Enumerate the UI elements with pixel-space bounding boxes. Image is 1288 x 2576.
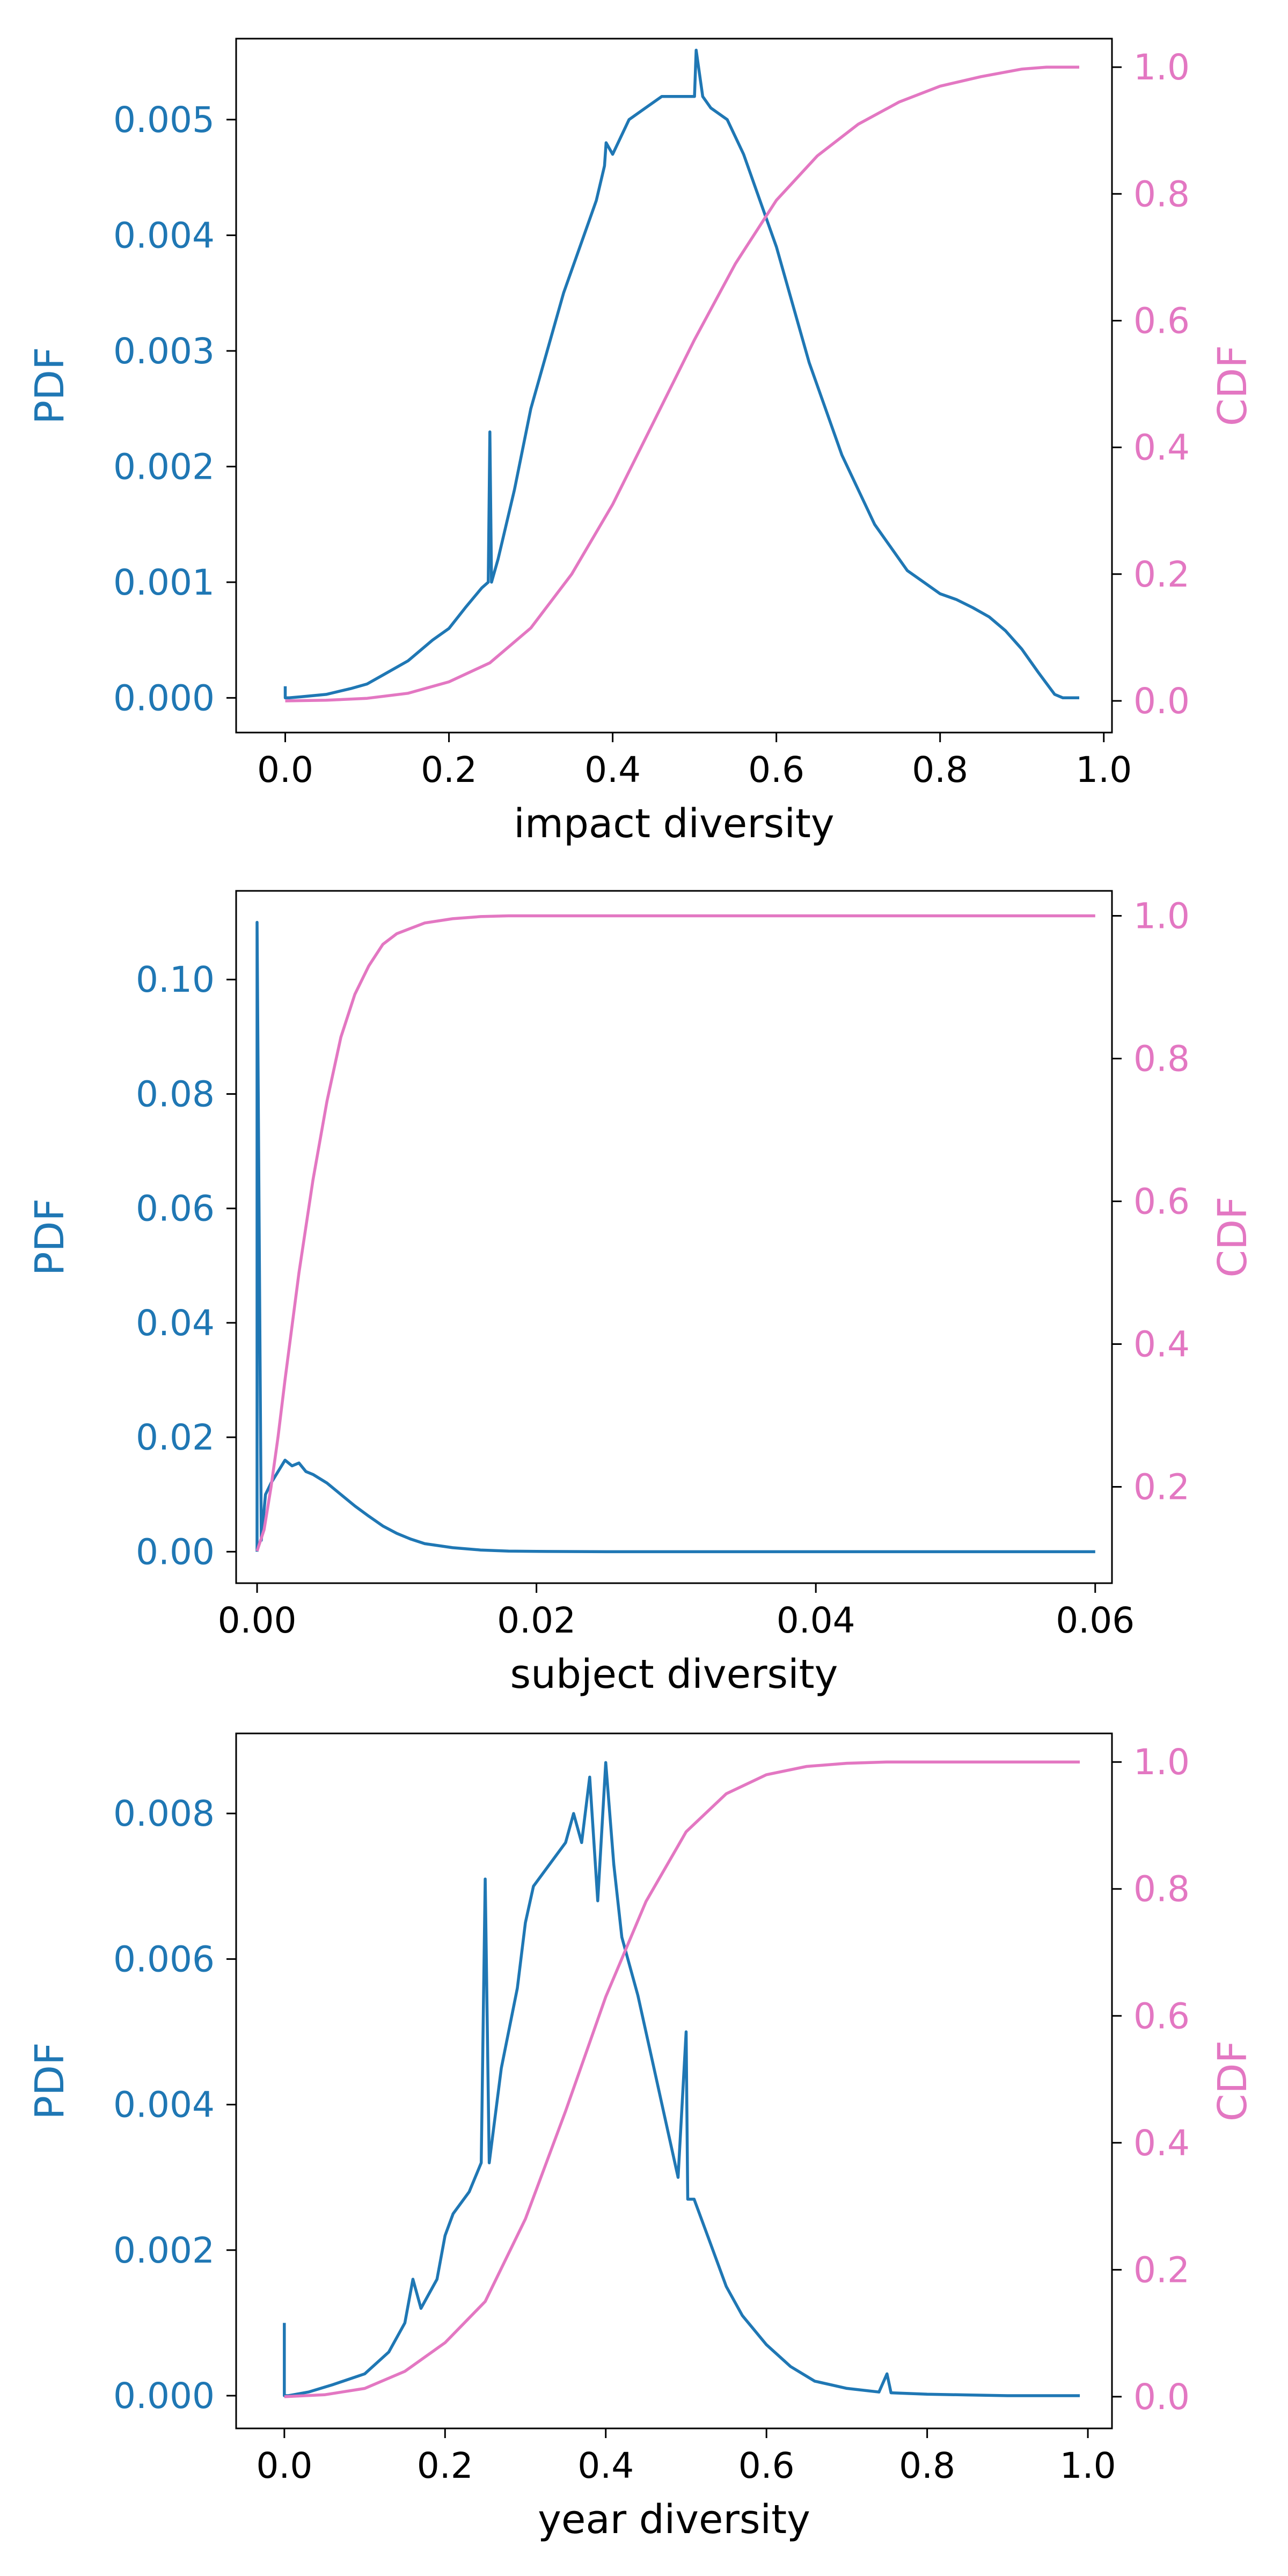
y-left-tick-label: 0.003 [113,331,215,372]
y-left-axis-label: PDF [27,2042,73,2119]
y-left-tick-label: 0.002 [113,2230,215,2271]
chart-panel-3: 0.0 0.2 0.4 0.6 0.8 1.0 0.000 0.002 0.004 0.006 0.… [27,1732,1256,2543]
y-right-tick-label: 1.0 [1133,47,1190,88]
x-tick-label: 0.8 [912,749,968,791]
x-axis-label: impact diversity [514,801,834,847]
y-left-tick-label: 0.02 [136,1417,215,1458]
pdf-line [255,920,1095,1554]
y-right-tick-label: 1.0 [1133,1741,1190,1783]
pdf-line [283,48,1079,700]
pdf-line [283,1761,1080,2397]
y-right-axis-label: CDF [1210,2040,1256,2121]
y-right-tick-label: 0.2 [1133,1466,1190,1507]
chart-panel-2: 0.00 0.02 0.04 0.06 0.00 0.02 0.04 0.06 0.08 0.10… [27,890,1256,1697]
y-right-tick-label: 0.6 [1133,1995,1190,2037]
x-tick-label: 0.4 [577,2445,634,2486]
y-left-tick-label: 0.004 [113,215,215,256]
y-right-tick-label: 0.0 [1133,2376,1190,2418]
y-left-tick-label: 0.000 [113,677,215,719]
y-left-tick-label: 0.001 [113,562,215,603]
x-tick-label: 0.2 [417,2445,473,2486]
x-axis-label: subject diversity [510,1651,838,1697]
x-tick-label: 0.00 [218,1600,297,1641]
y-right-tick-label: 0.4 [1133,1323,1190,1365]
y-right-tick-label: 0.6 [1133,300,1190,341]
y-left-tick-label: 0.004 [113,2084,215,2126]
y-right-tick-label: 0.0 [1133,680,1190,722]
x-axis-label: year diversity [538,2497,810,2543]
chart-panel-1: 0.0 0.2 0.4 0.6 0.8 1.0 0.000 0.001 0.002 0.003 0.… [27,38,1256,847]
x-tick-label: 0.0 [257,749,313,791]
x-tick-label: 0.6 [738,2445,795,2486]
y-right-tick-label: 0.2 [1133,2249,1190,2290]
y-right-tick-label: 0.8 [1133,1038,1190,1080]
y-right-tick-label: 0.4 [1133,427,1190,469]
y-right-tick-label: 1.0 [1133,896,1190,937]
y-left-tick-label: 0.00 [136,1531,215,1572]
y-right-axis-label: CDF [1210,345,1256,426]
y-left-tick-label: 0.04 [136,1302,215,1344]
y-left-tick-label: 0.008 [113,1793,215,1834]
x-tick-label: 1.0 [1075,749,1132,791]
y-right-tick-label: 0.4 [1133,2123,1190,2164]
y-left-tick-label: 0.08 [136,1073,215,1115]
plot-frame [235,38,1113,734]
y-left-tick-label: 0.10 [136,959,215,1000]
y-left-tick-label: 0.006 [113,1938,215,1980]
x-tick-label: 0.2 [421,749,477,791]
x-tick-label: 0.8 [899,2445,955,2486]
y-left-tick-label: 0.002 [113,446,215,487]
y-right-tick-label: 0.2 [1133,554,1190,595]
plot-frame [235,890,1113,1584]
x-tick-label: 0.4 [584,749,641,791]
x-tick-label: 1.0 [1060,2445,1116,2486]
cdf-line [255,914,1095,1552]
x-tick-label: 0.06 [1056,1600,1135,1641]
y-right-tick-label: 0.8 [1133,1869,1190,1910]
y-left-tick-label: 0.005 [113,99,215,141]
cdf-line [284,1760,1080,2398]
x-tick-label: 0.0 [256,2445,312,2486]
y-right-tick-label: 0.8 [1133,173,1190,215]
y-left-tick-label: 0.000 [113,2375,215,2417]
x-tick-label: 0.04 [777,1600,855,1641]
y-left-tick-label: 0.06 [136,1188,215,1230]
y-left-axis-label: PDF [27,347,73,424]
x-tick-label: 0.02 [497,1600,576,1641]
x-tick-label: 0.6 [748,749,804,791]
cdf-line [285,65,1079,702]
y-left-axis-label: PDF [27,1198,73,1276]
plot-frame [235,1732,1113,2429]
y-right-axis-label: CDF [1210,1196,1256,1277]
y-right-tick-label: 0.6 [1133,1181,1190,1223]
